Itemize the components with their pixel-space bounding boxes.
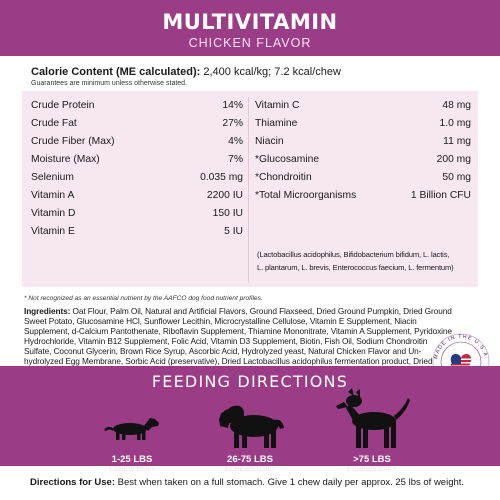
nutrient-name: Vitamin D [31, 208, 76, 219]
guarantee-note: Guarantees are minimum unless otherwise … [31, 80, 188, 87]
nutrient-value: 5 IU [224, 226, 243, 237]
nutrient-value: 0.035 mg [200, 172, 243, 183]
directions-label: Directions for Use: [30, 477, 115, 488]
nutrient-value: 14% [222, 100, 243, 111]
aafco-footnote: * Not recognized as an essential nutrien… [24, 295, 263, 302]
nutrient-value: 4% [228, 136, 243, 147]
large-dog-icon [336, 388, 410, 448]
nutrient-row: Selenium 0.035 mg [31, 169, 243, 187]
nutrient-name: Niacin [255, 136, 284, 147]
nutrient-row: *Total Microorganisms 1 Billion CFU [255, 187, 471, 205]
nutrient-name: Moisture (Max) [31, 154, 100, 165]
feeding-title: FEEDING DIRECTIONS [151, 372, 349, 391]
ingredients-label: Ingredients: [24, 306, 71, 316]
nutrient-row: *Glucosamine 200 mg [255, 151, 471, 169]
nutrient-row: Crude Protein 14% [31, 97, 243, 115]
tier-weight: 26-75 LBS [227, 454, 273, 465]
nutrient-name: Vitamin C [255, 100, 300, 111]
nutrient-name: Crude Fiber (Max) [31, 136, 115, 147]
tier-weight: 1-25 LBS [111, 454, 153, 465]
nutrient-column-left: Crude Protein 14% Crude Fat 27% Crude Fibe… [31, 97, 243, 241]
tier-weight: >75 LBS [353, 454, 391, 465]
nutrient-name: Vitamin E [31, 226, 75, 237]
nutrient-row: Crude Fiber (Max) 4% [31, 133, 243, 151]
nutrient-row: Vitamin C 48 mg [255, 97, 471, 115]
nutrient-row: Thiamine 1.0 mg [255, 115, 471, 133]
nutrient-value: 7% [228, 154, 243, 165]
nutrient-value: 2200 IU [206, 190, 243, 201]
nutrient-value: 1 Billion CFU [410, 190, 471, 201]
header-banner: MULTIVITAMIN CHICKEN FLAVOR [0, 0, 500, 56]
calorie-label: Calorie Content (ME calculated): [31, 66, 201, 78]
nutrient-name: Crude Fat [31, 118, 77, 129]
nutrient-name: Thiamine [255, 118, 298, 129]
nutrient-name: Crude Protein [31, 100, 95, 111]
nutrient-name: Selenium [31, 172, 74, 183]
nutrient-name: *Chondroitin [255, 172, 312, 183]
nutrient-row: Vitamin D 150 IU [31, 205, 243, 223]
nutrient-name: Vitamin A [31, 190, 75, 201]
tier-dose: 1 CHEW DAILY [108, 466, 156, 473]
nutrient-column-right: Vitamin C 48 mg Thiamine 1.0 mg Niacin 11 m… [255, 97, 471, 205]
medium-dog-icon [219, 405, 284, 448]
nutrient-value: 1.0 mg [439, 118, 471, 129]
nutrient-row: Vitamin E 5 IU [31, 223, 243, 241]
label-content: Calorie Content (ME calculated): 2,400 k… [0, 56, 500, 405]
nutrient-value: 11 mg [443, 136, 471, 147]
tier-dose: 2 CHEWS DAILY [224, 466, 276, 473]
feeding-directions-panel: FEEDING DIRECTIONS 1-25 LBS 1 CHEW DAILY [0, 366, 500, 473]
nutrient-name: *Glucosamine [255, 154, 320, 165]
nutrient-value: 150 IU [212, 208, 243, 219]
nutrient-table [22, 91, 478, 287]
small-dog-icon [104, 418, 159, 440]
product-title: MULTIVITAMIN [162, 10, 338, 34]
nutrient-value: 200 mg [436, 154, 471, 165]
table-divider [248, 97, 249, 283]
nutrient-row: Vitamin A 2200 IU [31, 187, 243, 205]
nutrient-value: 27% [222, 118, 243, 129]
nutrient-row: Crude Fat 27% [31, 115, 243, 133]
directions-text: Best when taken on a full stomach. Give … [117, 477, 465, 488]
directions-for-use: Directions for Use: Best when taken on a… [30, 477, 464, 488]
nutrient-value: 48 mg [442, 100, 471, 111]
microorganism-list: (Lactobacillus acidophilus, Bifidobacter… [257, 248, 473, 274]
nutrient-row: Moisture (Max) 7% [31, 151, 243, 169]
nutrient-name: *Total Microorganisms [255, 190, 357, 201]
tier-dose: 3 CHEWS DAILY [346, 466, 398, 473]
nutrient-value: 50 mg [442, 172, 471, 183]
nutrient-row: Niacin 11 mg [255, 133, 471, 151]
nutrient-row: *Chondroitin 50 mg [255, 169, 471, 187]
product-subtitle: CHICKEN FLAVOR [188, 36, 312, 50]
microorganism-line: (Lactobacillus acidophilus, Bifidobacter… [257, 250, 450, 259]
calorie-value: 2,400 kcal/kg; 7.2 kcal/chew [203, 66, 341, 78]
microorganism-line: L. plantarum, L. brevis, Enterococcus fa… [257, 263, 454, 272]
calorie-content: Calorie Content (ME calculated): 2,400 k… [31, 66, 341, 78]
